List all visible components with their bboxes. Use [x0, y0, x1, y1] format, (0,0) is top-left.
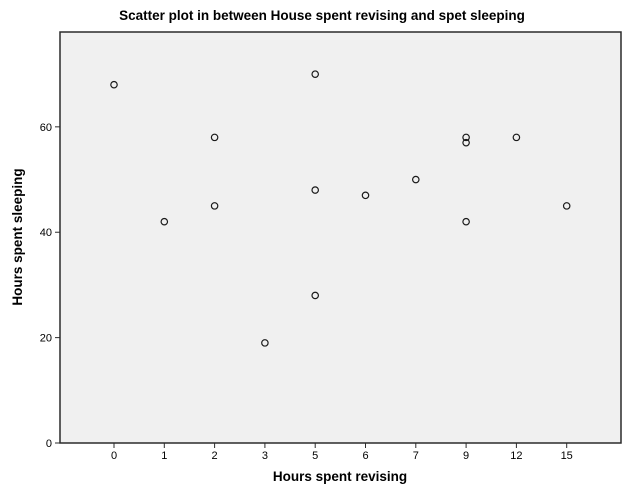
- data-points: [110, 70, 571, 347]
- data-point: [311, 70, 320, 78]
- data-point: [462, 138, 470, 147]
- data-point: [311, 291, 320, 300]
- plot-background: [59, 31, 622, 444]
- data-point: [261, 339, 269, 347]
- data-point: [160, 217, 169, 226]
- y-tick-label: 40: [40, 227, 52, 239]
- x-tick-label: 3: [262, 450, 268, 462]
- x-tick-label: 15: [561, 450, 573, 462]
- data-point: [361, 191, 370, 200]
- x-tick-label: 2: [212, 450, 218, 462]
- x-axis-ticks: 0 1 2 3 5 6 7 9 12 15: [111, 443, 573, 462]
- data-point: [210, 133, 219, 142]
- y-tick-label: 60: [40, 122, 52, 134]
- data-point: [462, 217, 470, 226]
- data-point: [210, 202, 219, 210]
- x-axis-label: Hours spent revising: [273, 469, 407, 484]
- data-point: [411, 175, 420, 184]
- x-tick-label: 1: [161, 450, 167, 462]
- data-point: [562, 202, 571, 210]
- data-point: [462, 133, 470, 142]
- x-tick-label: 7: [413, 450, 419, 462]
- x-tick-label: 0: [111, 450, 117, 462]
- x-tick-label: 6: [362, 450, 368, 462]
- x-tick-label: 5: [312, 450, 318, 462]
- chart-title: Scatter plot in between House spent revi…: [119, 8, 525, 23]
- y-tick-label: 0: [46, 438, 52, 450]
- x-tick-label: 9: [463, 450, 469, 462]
- data-point: [110, 80, 118, 89]
- data-point: [512, 133, 521, 142]
- data-point: [311, 186, 320, 194]
- y-tick-label: 20: [40, 333, 52, 345]
- y-axis-ticks: 0 20 40 60: [40, 122, 60, 450]
- y-axis-label: Hours spent sleeping: [10, 168, 25, 305]
- x-tick-label: 12: [510, 450, 522, 462]
